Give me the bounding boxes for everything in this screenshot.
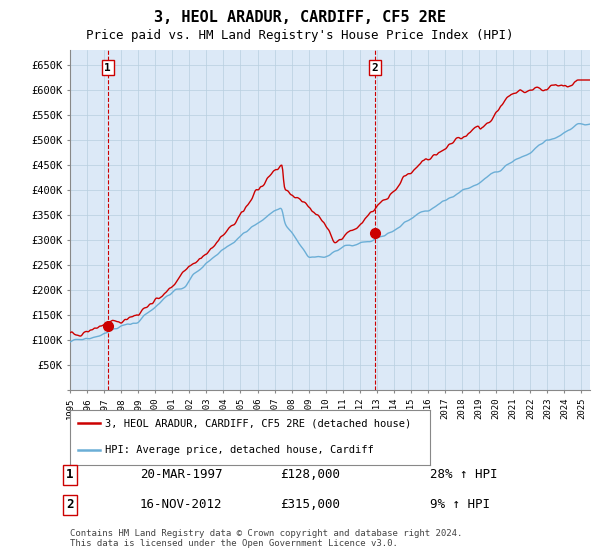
Text: 1: 1 (66, 469, 74, 482)
Text: Price paid vs. HM Land Registry's House Price Index (HPI): Price paid vs. HM Land Registry's House … (86, 30, 514, 43)
Text: 1: 1 (104, 63, 111, 72)
Text: 2: 2 (371, 63, 378, 72)
Text: 20-MAR-1997: 20-MAR-1997 (140, 469, 223, 482)
Text: 16-NOV-2012: 16-NOV-2012 (140, 498, 223, 511)
Text: £315,000: £315,000 (280, 498, 340, 511)
Text: £128,000: £128,000 (280, 469, 340, 482)
Text: 28% ↑ HPI: 28% ↑ HPI (430, 469, 497, 482)
Text: Contains HM Land Registry data © Crown copyright and database right 2024.
This d: Contains HM Land Registry data © Crown c… (70, 529, 463, 548)
Text: 2: 2 (66, 498, 74, 511)
Text: 3, HEOL ARADUR, CARDIFF, CF5 2RE (detached house): 3, HEOL ARADUR, CARDIFF, CF5 2RE (detach… (105, 418, 411, 428)
Text: 3, HEOL ARADUR, CARDIFF, CF5 2RE: 3, HEOL ARADUR, CARDIFF, CF5 2RE (154, 11, 446, 26)
Text: HPI: Average price, detached house, Cardiff: HPI: Average price, detached house, Card… (105, 445, 374, 455)
Text: 9% ↑ HPI: 9% ↑ HPI (430, 498, 490, 511)
